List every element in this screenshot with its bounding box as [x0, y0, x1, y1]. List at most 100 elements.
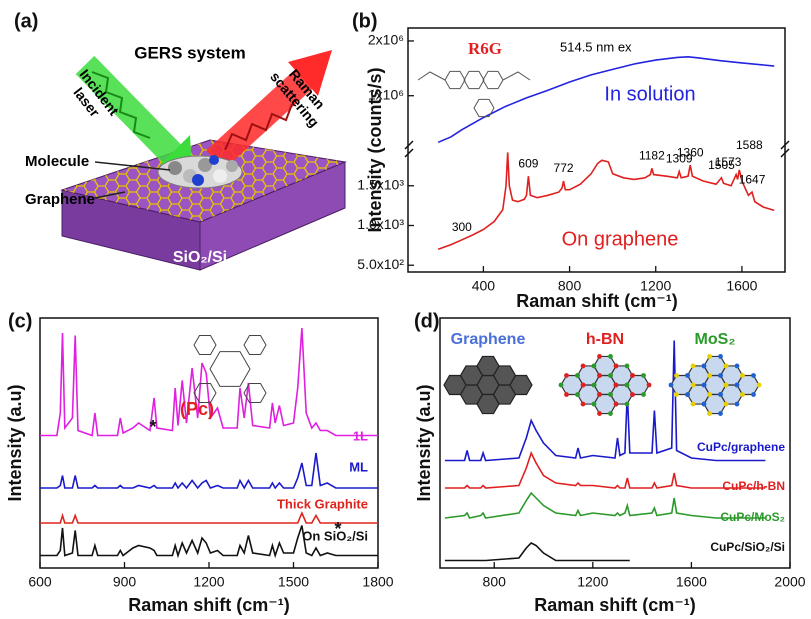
x-tick-label: 800 — [558, 278, 582, 294]
spectrum-line — [445, 453, 766, 488]
x-tick-label: 400 — [472, 278, 496, 294]
x-tick-label: 800 — [483, 574, 507, 590]
substrate-label: SiO₂/Si — [173, 249, 227, 266]
lattice-atom — [608, 354, 613, 359]
lattice-hex — [627, 375, 649, 394]
structure — [474, 99, 494, 116]
panel-label: (d) — [414, 310, 440, 332]
peak-label: 300 — [452, 220, 472, 234]
lattice-atom — [724, 383, 729, 388]
lattice-atom — [564, 373, 569, 378]
peak-label: 1182 — [639, 148, 665, 162]
lattice-atom — [592, 364, 597, 369]
lattice-hex — [477, 395, 499, 414]
lattice-atom — [685, 392, 690, 397]
lattice-atom — [735, 383, 740, 388]
y-tick-label: 1.0x10³ — [357, 216, 404, 232]
lattice-atom — [641, 392, 646, 397]
structure — [244, 335, 266, 354]
lattice-atom — [597, 392, 602, 397]
lattice-atom — [702, 364, 707, 369]
series-label: Thick Graphite — [277, 496, 368, 511]
lattice-atom — [625, 402, 630, 407]
spectrum-line — [40, 453, 378, 488]
lattice-atom — [592, 383, 597, 388]
lattice-atom — [575, 373, 580, 378]
y-tick-label: 1.5x10³ — [357, 176, 404, 192]
x-tick-label: 1200 — [193, 574, 224, 590]
lattice-atom — [724, 402, 729, 407]
lattice-atom — [592, 402, 597, 407]
lattice-atom — [581, 364, 586, 369]
lattice-atom — [608, 392, 613, 397]
axis-break — [405, 141, 413, 149]
series-label: CuPc/MoS₂ — [720, 510, 785, 524]
panel-label: (b) — [352, 10, 378, 32]
lattice-hex — [704, 356, 726, 375]
series-label: CuPc/graphene — [697, 440, 785, 454]
material-label: h-BN — [586, 331, 624, 348]
lattice-atom — [707, 354, 712, 359]
lattice-hex — [704, 395, 726, 414]
peak-label: 772 — [554, 161, 574, 175]
lattice-atom — [614, 402, 619, 407]
x-axis-label: Raman shift (cm⁻¹) — [128, 595, 290, 615]
structure — [464, 71, 484, 88]
material-label: Graphene — [451, 331, 526, 348]
peak-label: 1360 — [677, 145, 704, 159]
lattice-atom — [691, 364, 696, 369]
structure — [445, 71, 465, 88]
lattice-atom — [625, 383, 630, 388]
lattice-atom — [735, 364, 740, 369]
lattice-atom — [718, 354, 723, 359]
lattice-atom — [702, 383, 707, 388]
lattice-atom — [751, 392, 756, 397]
lattice-atom — [625, 364, 630, 369]
panel-label: (c) — [8, 310, 32, 332]
structure — [503, 72, 530, 80]
y-axis-label: Intensity (a.u) — [414, 384, 434, 501]
lattice-atom — [674, 392, 679, 397]
lattice-atom — [647, 383, 652, 388]
x-tick-label: 1500 — [278, 574, 309, 590]
series-label: CuPc/SiO₂/Si — [710, 540, 785, 554]
series-label: CuPc/h-BN — [722, 479, 785, 493]
lattice-atom — [757, 383, 762, 388]
spectrum-line — [40, 328, 378, 436]
lattice-atom — [707, 411, 712, 416]
lattice-hex — [737, 375, 759, 394]
x-tick-label: 1800 — [362, 574, 393, 590]
x-tick-label: 1600 — [676, 574, 707, 590]
x-tick-label: 1200 — [640, 278, 671, 294]
peak-label: 1588 — [736, 138, 763, 152]
x-tick-label: 1200 — [577, 574, 608, 590]
peak-label: 1573 — [715, 155, 742, 169]
lattice-atom — [614, 364, 619, 369]
lattice-atom — [735, 402, 740, 407]
lattice-atom — [740, 392, 745, 397]
lattice-atom — [724, 364, 729, 369]
lattice-atom — [641, 373, 646, 378]
structure — [210, 352, 250, 387]
lattice-atom — [575, 392, 580, 397]
lattice-atom — [608, 411, 613, 416]
lattice-atom — [669, 383, 674, 388]
lattice-atom — [581, 402, 586, 407]
spectrum-line — [40, 513, 378, 523]
lattice-atom — [559, 383, 564, 388]
lattice-hex — [594, 356, 616, 375]
page: {"panel_a": {"label": "(a)", "title": "G… — [0, 0, 811, 619]
lattice-atom — [614, 383, 619, 388]
lattice-atom — [740, 373, 745, 378]
y-tick-label: 1x10⁶ — [368, 86, 404, 102]
lattice-hex — [477, 356, 499, 375]
molecule-label: Molecule — [25, 153, 89, 170]
lattice-atom — [691, 383, 696, 388]
panel-a: (a) GERS system Molecule Graphene SiO₂/S… — [14, 10, 360, 270]
lattice-atom — [581, 383, 586, 388]
material-label: MoS₂ — [695, 331, 736, 348]
annotation: (Pc) — [180, 399, 214, 419]
lattice-atom — [718, 392, 723, 397]
graphene-label: Graphene — [25, 191, 95, 208]
structure — [194, 335, 216, 354]
